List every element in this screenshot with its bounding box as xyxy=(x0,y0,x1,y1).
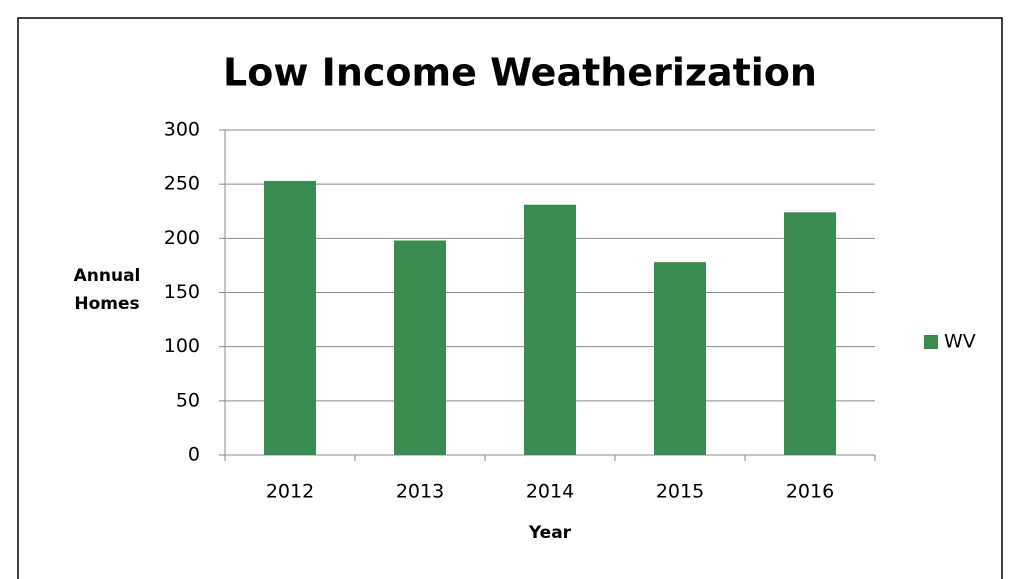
x-axis-label: Year xyxy=(528,523,572,543)
chart-border xyxy=(17,17,1003,579)
legend-swatch xyxy=(924,335,938,349)
y-tick-label: 300 xyxy=(164,119,200,141)
legend-label: WV xyxy=(944,331,976,353)
y-tick-label: 150 xyxy=(164,281,200,303)
y-tick-label: 0 xyxy=(188,444,200,466)
y-tick-label: 100 xyxy=(164,335,200,357)
y-axis-label: Annual Homes xyxy=(73,266,141,314)
y-tick-label: 250 xyxy=(164,173,200,195)
chart-title: Low Income Weatherization xyxy=(223,51,817,95)
bar xyxy=(524,204,576,455)
bar xyxy=(264,180,316,455)
x-tick-label: 2013 xyxy=(396,481,444,503)
bar xyxy=(784,212,836,455)
y-tick-label: 200 xyxy=(164,227,200,249)
x-tick-label: 2012 xyxy=(266,481,314,503)
bar xyxy=(654,262,706,455)
x-tick-label: 2015 xyxy=(656,481,704,503)
x-tick-label: 2016 xyxy=(786,481,834,503)
x-tick-label: 2014 xyxy=(526,481,574,503)
y-tick-label: 50 xyxy=(176,389,200,411)
bar xyxy=(394,240,446,455)
